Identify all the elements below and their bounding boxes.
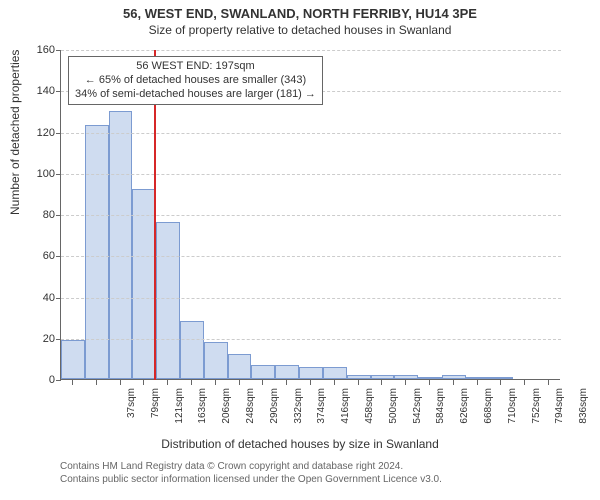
x-tick-mark <box>477 380 478 385</box>
x-tick-mark <box>120 380 121 385</box>
x-tick-label: 500sqm <box>388 388 399 438</box>
histogram-bar <box>275 365 299 379</box>
y-tick-label: 60 <box>20 250 55 262</box>
histogram-bar <box>180 321 204 379</box>
histogram-chart: 56, WEST END, SWANLAND, NORTH FERRIBY, H… <box>0 0 600 500</box>
x-tick-mark <box>500 380 501 385</box>
y-tick-label: 100 <box>20 168 55 180</box>
x-tick-mark <box>96 380 97 385</box>
y-tick-mark <box>56 91 61 92</box>
x-tick-label: 332sqm <box>293 388 304 438</box>
x-tick-mark <box>262 380 263 385</box>
histogram-bar <box>371 375 395 379</box>
x-tick-mark <box>381 380 382 385</box>
x-tick-mark <box>358 380 359 385</box>
y-tick-label: 80 <box>20 209 55 221</box>
info-box-line: ← 65% of detached houses are smaller (34… <box>75 74 316 88</box>
x-tick-label: 626sqm <box>459 388 470 438</box>
y-tick-mark <box>56 339 61 340</box>
histogram-bar <box>347 375 371 379</box>
x-tick-label: 121sqm <box>174 388 185 438</box>
y-tick-label: 120 <box>20 127 55 139</box>
footer-line1: Contains HM Land Registry data © Crown c… <box>60 460 442 473</box>
x-tick-mark <box>72 380 73 385</box>
y-tick-mark <box>56 50 61 51</box>
x-tick-label: 668sqm <box>483 388 494 438</box>
histogram-bar <box>61 340 85 379</box>
y-tick-mark <box>56 133 61 134</box>
x-tick-area: 37sqm 79sqm 121sqm 163sqm 206sqm 248sqm 290sqm… <box>60 380 560 440</box>
x-tick-mark <box>191 380 192 385</box>
x-tick-label: 374sqm <box>316 388 327 438</box>
info-box-line: 34% of semi-detached houses are larger (… <box>75 88 316 102</box>
x-tick-mark <box>524 380 525 385</box>
histogram-bar <box>323 367 347 379</box>
x-tick-mark <box>429 380 430 385</box>
histogram-bar <box>204 342 228 379</box>
histogram-bar <box>394 375 418 379</box>
chart-title-line2: Size of property relative to detached ho… <box>0 23 600 37</box>
x-tick-label: 79sqm <box>150 388 161 438</box>
x-tick-mark <box>286 380 287 385</box>
x-tick-label: 542sqm <box>412 388 423 438</box>
title-block: 56, WEST END, SWANLAND, NORTH FERRIBY, H… <box>0 0 600 37</box>
x-tick-mark <box>453 380 454 385</box>
y-tick-mark <box>56 174 61 175</box>
x-tick-label: 206sqm <box>221 388 232 438</box>
x-tick-mark <box>143 380 144 385</box>
x-axis-label: Distribution of detached houses by size … <box>0 437 600 451</box>
histogram-bar <box>442 375 466 379</box>
reference-info-box: 56 WEST END: 197sqm← 65% of detached hou… <box>68 56 323 105</box>
x-tick-label: 37sqm <box>126 388 137 438</box>
x-tick-mark <box>239 380 240 385</box>
x-tick-label: 416sqm <box>340 388 351 438</box>
histogram-bar <box>228 354 252 379</box>
x-tick-label: 290sqm <box>269 388 280 438</box>
x-tick-label: 752sqm <box>531 388 542 438</box>
y-tick-label: 0 <box>20 374 55 386</box>
x-tick-label: 163sqm <box>197 388 208 438</box>
chart-title-line1: 56, WEST END, SWANLAND, NORTH FERRIBY, H… <box>0 6 600 21</box>
x-tick-label: 836sqm <box>578 388 589 438</box>
x-tick-mark <box>167 380 168 385</box>
histogram-bar <box>156 222 180 379</box>
y-tick-label: 140 <box>20 85 55 97</box>
histogram-bar <box>299 367 323 379</box>
info-box-line: 56 WEST END: 197sqm <box>75 60 316 74</box>
gridline <box>61 256 561 257</box>
y-tick-mark <box>56 256 61 257</box>
gridline <box>61 133 561 134</box>
histogram-bar <box>466 377 490 379</box>
y-tick-label: 20 <box>20 333 55 345</box>
footer-attribution: Contains HM Land Registry data © Crown c… <box>60 460 442 486</box>
y-tick-mark <box>56 215 61 216</box>
histogram-bar <box>418 377 442 379</box>
gridline <box>61 50 561 51</box>
gridline <box>61 174 561 175</box>
gridline <box>61 215 561 216</box>
gridline <box>61 339 561 340</box>
footer-line2: Contains public sector information licen… <box>60 473 442 486</box>
x-tick-label: 458sqm <box>364 388 375 438</box>
histogram-bar <box>490 377 514 379</box>
histogram-bar <box>251 365 275 379</box>
histogram-bar <box>85 125 109 379</box>
x-tick-mark <box>334 380 335 385</box>
y-tick-mark <box>56 298 61 299</box>
x-tick-mark <box>215 380 216 385</box>
x-tick-mark <box>310 380 311 385</box>
gridline <box>61 298 561 299</box>
y-tick-label: 40 <box>20 292 55 304</box>
y-tick-label: 160 <box>20 44 55 56</box>
x-tick-mark <box>548 380 549 385</box>
x-tick-label: 710sqm <box>507 388 518 438</box>
x-tick-mark <box>405 380 406 385</box>
x-tick-label: 248sqm <box>245 388 256 438</box>
x-tick-label: 794sqm <box>554 388 565 438</box>
x-tick-label: 584sqm <box>435 388 446 438</box>
